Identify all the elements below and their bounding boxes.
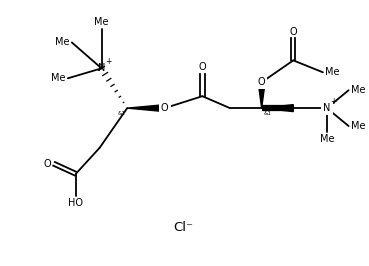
Text: Me: Me	[325, 67, 339, 77]
Text: O: O	[289, 27, 297, 36]
Text: +: +	[105, 57, 111, 66]
Text: HO: HO	[68, 198, 83, 208]
Text: &1: &1	[263, 111, 272, 116]
Polygon shape	[127, 105, 165, 112]
Text: O: O	[258, 77, 265, 87]
Text: Me: Me	[51, 73, 66, 83]
Polygon shape	[258, 82, 265, 108]
Text: O: O	[44, 159, 51, 169]
Text: &1: &1	[117, 111, 125, 116]
Text: Me: Me	[351, 85, 365, 95]
Text: O: O	[199, 62, 206, 72]
Text: N: N	[98, 63, 105, 73]
Text: N: N	[323, 103, 331, 113]
Text: Me: Me	[55, 38, 70, 47]
Text: Me: Me	[320, 134, 334, 144]
Text: O: O	[161, 103, 169, 113]
Text: Cl⁻: Cl⁻	[173, 221, 194, 234]
Text: +: +	[331, 97, 337, 106]
Polygon shape	[262, 105, 293, 112]
Text: Me: Me	[351, 121, 365, 131]
Text: Me: Me	[94, 16, 109, 27]
